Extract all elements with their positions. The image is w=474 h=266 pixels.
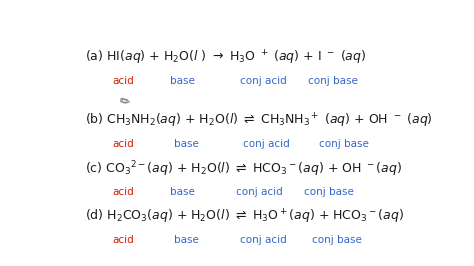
Text: acid: acid (113, 187, 135, 197)
Text: acid: acid (113, 235, 135, 245)
Text: (c) CO$_3$$^{2-}$($\it{aq}$) + H$_2$O($\it{l}$) $\rightleftharpoons$ HCO$_3$$^-$: (c) CO$_3$$^{2-}$($\it{aq}$) + H$_2$O($\… (85, 159, 402, 179)
Text: base: base (170, 187, 195, 197)
Text: base: base (170, 76, 195, 86)
Text: (a) HI($\it{aq}$) + H$_2$O($\it{l}$ ) $\rightarrow$ H$_3$O $^+$ ($\it{aq}$) + I : (a) HI($\it{aq}$) + H$_2$O($\it{l}$ ) $\… (85, 48, 366, 67)
Text: conj acid: conj acid (236, 187, 283, 197)
Text: (b) CH$_3$NH$_2$($\it{aq}$) + H$_2$O($\it{l}$) $\rightleftharpoons$ CH$_3$NH$_3$: (b) CH$_3$NH$_2$($\it{aq}$) + H$_2$O($\i… (85, 112, 433, 130)
Text: conj base: conj base (308, 76, 358, 86)
Text: acid: acid (113, 76, 135, 86)
Text: conj acid: conj acid (240, 235, 286, 245)
Text: conj base: conj base (304, 187, 354, 197)
Text: conj acid: conj acid (240, 76, 286, 86)
Text: conj base: conj base (312, 235, 362, 245)
Text: (d) H$_2$CO$_3$($\it{aq}$) + H$_2$O($\it{l}$) $\rightleftharpoons$ H$_3$O$^+$($\: (d) H$_2$CO$_3$($\it{aq}$) + H$_2$O($\it… (85, 208, 404, 226)
Text: base: base (173, 139, 199, 148)
Text: base: base (173, 235, 199, 245)
Text: acid: acid (113, 139, 135, 148)
Text: conj base: conj base (319, 139, 369, 148)
Text: ✏: ✏ (117, 95, 130, 110)
Text: conj acid: conj acid (244, 139, 290, 148)
